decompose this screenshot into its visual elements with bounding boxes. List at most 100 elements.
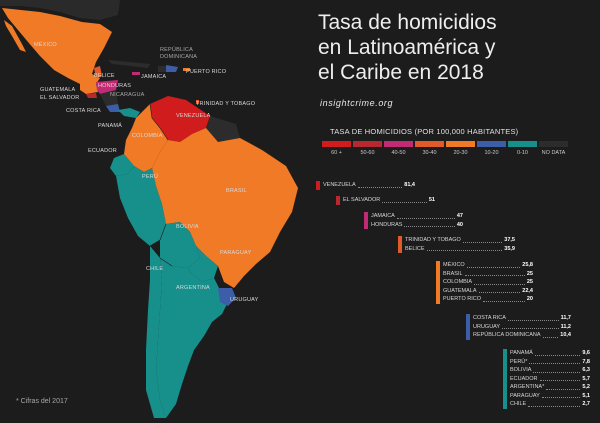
country-dominican-republic bbox=[166, 65, 178, 72]
country-peru bbox=[116, 166, 166, 246]
rate-row: GUATEMALA 22,4 bbox=[443, 287, 533, 296]
dot-leader bbox=[546, 385, 581, 390]
map-country-label: BELICE bbox=[94, 73, 115, 79]
homicide-rate-value: 51 bbox=[428, 197, 435, 204]
dot-leader bbox=[528, 402, 581, 407]
country-name: PANAMÁ bbox=[510, 350, 533, 357]
dot-leader bbox=[541, 393, 581, 399]
dot-leader bbox=[474, 280, 525, 285]
land-usa-edge bbox=[0, 0, 120, 20]
country-name: COLOMBIA bbox=[443, 279, 473, 286]
country-paraguay bbox=[188, 246, 218, 282]
homicide-rate-value: 2,7 bbox=[582, 401, 590, 408]
legend-item: 40-50 bbox=[384, 141, 413, 156]
homicide-rate-value: 5,1 bbox=[582, 392, 590, 399]
homicide-rate-value: 25,8 bbox=[522, 262, 533, 269]
country-colombia bbox=[124, 104, 168, 172]
country-argentina bbox=[156, 258, 228, 418]
legend-swatch bbox=[415, 141, 444, 147]
map-country-label: PUERTO RICO bbox=[186, 69, 227, 75]
rate-row: PUERTO RICO 20 bbox=[443, 295, 533, 304]
legend-swatch bbox=[477, 141, 506, 147]
rate-group-color-bar bbox=[398, 236, 402, 253]
rate-row: PARAGUAY 5,1 bbox=[510, 392, 590, 401]
country-panama bbox=[118, 108, 140, 118]
country-name: CHILE bbox=[510, 401, 527, 408]
country-trinidad-tobago bbox=[196, 100, 199, 104]
dot-leader bbox=[464, 271, 525, 277]
dot-leader bbox=[507, 316, 559, 321]
country-name: JAMAICA bbox=[371, 213, 395, 220]
dot-leader bbox=[533, 368, 581, 373]
country-name: PARAGUAY bbox=[510, 392, 540, 399]
dot-leader bbox=[404, 222, 455, 228]
country-name: EL SALVADOR bbox=[343, 197, 381, 204]
country-el-salvador bbox=[86, 93, 97, 98]
country-name: MÉXICO bbox=[443, 262, 465, 269]
homicide-rate-value: 40 bbox=[456, 221, 463, 228]
map-country-label: GUATEMALA bbox=[40, 87, 76, 93]
homicide-rate-value: 35,9 bbox=[504, 245, 515, 252]
homicide-rate-value: 9,6 bbox=[582, 350, 590, 357]
country-cuba bbox=[108, 60, 150, 68]
rate-row: EL SALVADOR 51 bbox=[343, 196, 435, 205]
map-country-label: PANAMÁ bbox=[98, 123, 123, 129]
homicide-rate-value: 10,4 bbox=[560, 332, 571, 339]
map-country-label: COLOMBIA bbox=[132, 133, 163, 139]
legend-item: 0-10 bbox=[508, 141, 537, 156]
legend-swatch bbox=[539, 141, 568, 147]
homicide-rate-value: 7,8 bbox=[582, 358, 590, 365]
legend-swatch bbox=[322, 141, 351, 147]
rate-group-color-bar bbox=[316, 181, 320, 190]
dot-leader bbox=[396, 214, 455, 219]
country-brazil bbox=[152, 128, 298, 288]
dot-leader bbox=[466, 263, 521, 268]
rate-row: BRASIL 25 bbox=[443, 270, 533, 279]
map-country-label: BRASIL bbox=[226, 188, 247, 194]
homicide-rate-value: 20 bbox=[526, 296, 533, 303]
map-country-label: CHILE bbox=[146, 266, 164, 272]
rate-row: JAMAICA 47 bbox=[371, 212, 463, 221]
country-honduras bbox=[96, 80, 118, 94]
map-country-label: NICARAGUA bbox=[110, 92, 145, 98]
legend-item: 30-40 bbox=[415, 141, 444, 156]
legend-label: 30-40 bbox=[422, 150, 437, 156]
rate-row: ECUADOR 5,7 bbox=[510, 375, 590, 384]
legend-label: 20-30 bbox=[453, 150, 468, 156]
country-haiti bbox=[158, 66, 166, 72]
map-country-label: BOLIVIA bbox=[176, 224, 199, 230]
homicide-rate-value: 22,4 bbox=[522, 287, 533, 294]
legend-color-scale: 60 + 50-60 40-50 30-40 20-30 10-20 0-10 NO DATA bbox=[322, 141, 570, 156]
rate-row: BELICE 35,9 bbox=[405, 245, 515, 254]
rate-row: REPÚBLICA DOMINICANA 10,4 bbox=[473, 331, 571, 340]
country-name: ECUADOR bbox=[510, 375, 538, 382]
legend-swatch bbox=[508, 141, 537, 147]
country-name: TRINIDAD Y TOBAGO bbox=[405, 237, 461, 244]
legend-label: 0-10 bbox=[516, 150, 528, 156]
rate-row: MÉXICO 25,8 bbox=[443, 261, 533, 270]
homicide-rate-value: 11,7 bbox=[560, 315, 571, 322]
homicide-rate-value: 6,3 bbox=[582, 367, 590, 374]
dot-leader bbox=[357, 183, 403, 188]
homicide-rate-value: 25 bbox=[526, 270, 533, 277]
dot-leader bbox=[542, 333, 559, 338]
map-country-label: EL SALVADOR bbox=[40, 95, 80, 101]
rate-group-color-bar bbox=[436, 261, 440, 304]
rate-group-color-bar bbox=[503, 349, 507, 409]
legend-swatch bbox=[353, 141, 382, 147]
map-country-label: COSTA RICA bbox=[66, 108, 101, 114]
legend-item: 10-20 bbox=[477, 141, 506, 156]
rate-row: COLOMBIA 25 bbox=[443, 278, 533, 287]
map-country-label: URUGUAY bbox=[230, 297, 259, 303]
country-uruguay bbox=[218, 288, 236, 306]
map-country-label: VENEZUELA bbox=[176, 113, 211, 119]
rate-row: HONDURAS 40 bbox=[371, 221, 463, 230]
country-guyanas bbox=[206, 116, 240, 142]
source-brand: insightcrime.org bbox=[320, 98, 394, 108]
rate-row: VENEZUELA 81,4 bbox=[323, 181, 415, 190]
country-borders bbox=[149, 103, 173, 267]
country-mexico bbox=[2, 8, 112, 84]
homicide-rate-value: 11,2 bbox=[560, 323, 571, 330]
dot-leader bbox=[483, 297, 525, 302]
